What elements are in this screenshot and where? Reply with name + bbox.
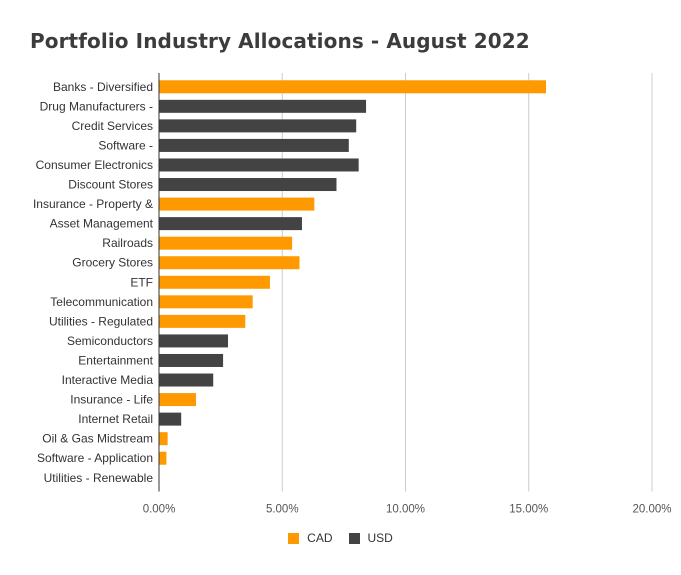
category-label: Grocery Stores bbox=[72, 256, 153, 270]
bar bbox=[159, 275, 270, 289]
x-tick-label: 5.00% bbox=[266, 504, 299, 516]
bar bbox=[159, 412, 182, 426]
category-label: Software - bbox=[98, 138, 153, 152]
bar bbox=[159, 451, 167, 465]
bar bbox=[159, 99, 367, 113]
x-tick-label: 10.00% bbox=[386, 504, 425, 516]
category-label: Insurance - Property & bbox=[33, 197, 153, 211]
category-label: Interactive Media bbox=[62, 373, 154, 387]
category-label: Entertainment bbox=[78, 353, 153, 367]
category-label: Discount Stores bbox=[68, 178, 153, 192]
bar bbox=[159, 393, 196, 407]
bar bbox=[159, 80, 547, 94]
bar bbox=[159, 314, 246, 328]
category-label: Telecommunication bbox=[50, 295, 153, 309]
category-label: Utilities - Regulated bbox=[49, 314, 153, 328]
bar bbox=[159, 119, 357, 133]
x-tick-label: 0.00% bbox=[143, 504, 176, 516]
chart-title: Portfolio Industry Allocations - August … bbox=[30, 29, 530, 53]
bar bbox=[159, 217, 302, 231]
bar bbox=[159, 373, 214, 387]
legend-item: CAD bbox=[288, 531, 333, 545]
bar bbox=[159, 353, 224, 367]
category-label: Internet Retail bbox=[78, 412, 153, 426]
bar bbox=[159, 256, 300, 270]
category-label: Railroads bbox=[102, 236, 153, 250]
bar bbox=[159, 197, 315, 211]
chart-legend: CAD USD bbox=[0, 531, 681, 545]
category-label: Drug Manufacturers - bbox=[40, 99, 153, 113]
legend-label: CAD bbox=[307, 531, 333, 545]
category-label: Credit Services bbox=[72, 119, 153, 133]
category-label: ETF bbox=[130, 275, 153, 289]
x-tick-label: 20.00% bbox=[632, 504, 671, 516]
category-label: Semiconductors bbox=[67, 334, 153, 348]
bar bbox=[159, 138, 349, 152]
bar bbox=[159, 178, 337, 192]
legend-item: USD bbox=[348, 531, 393, 545]
legend-label: USD bbox=[367, 531, 393, 545]
category-label: Oil & Gas Midstream bbox=[42, 432, 153, 446]
category-label: Consumer Electronics bbox=[36, 158, 153, 172]
category-label: Software - Application bbox=[37, 451, 153, 465]
bar bbox=[159, 158, 359, 172]
legend-swatch bbox=[288, 532, 300, 544]
bar bbox=[159, 432, 168, 446]
legend-swatch bbox=[348, 532, 360, 544]
category-label: Asset Management bbox=[50, 217, 154, 231]
bar bbox=[159, 334, 229, 348]
bar bbox=[159, 236, 293, 250]
category-label: Insurance - Life bbox=[70, 393, 153, 407]
bar bbox=[159, 295, 253, 309]
x-tick-label: 15.00% bbox=[509, 504, 548, 516]
category-label: Banks - Diversified bbox=[53, 80, 153, 94]
category-label: Utilities - Renewable bbox=[44, 471, 154, 485]
